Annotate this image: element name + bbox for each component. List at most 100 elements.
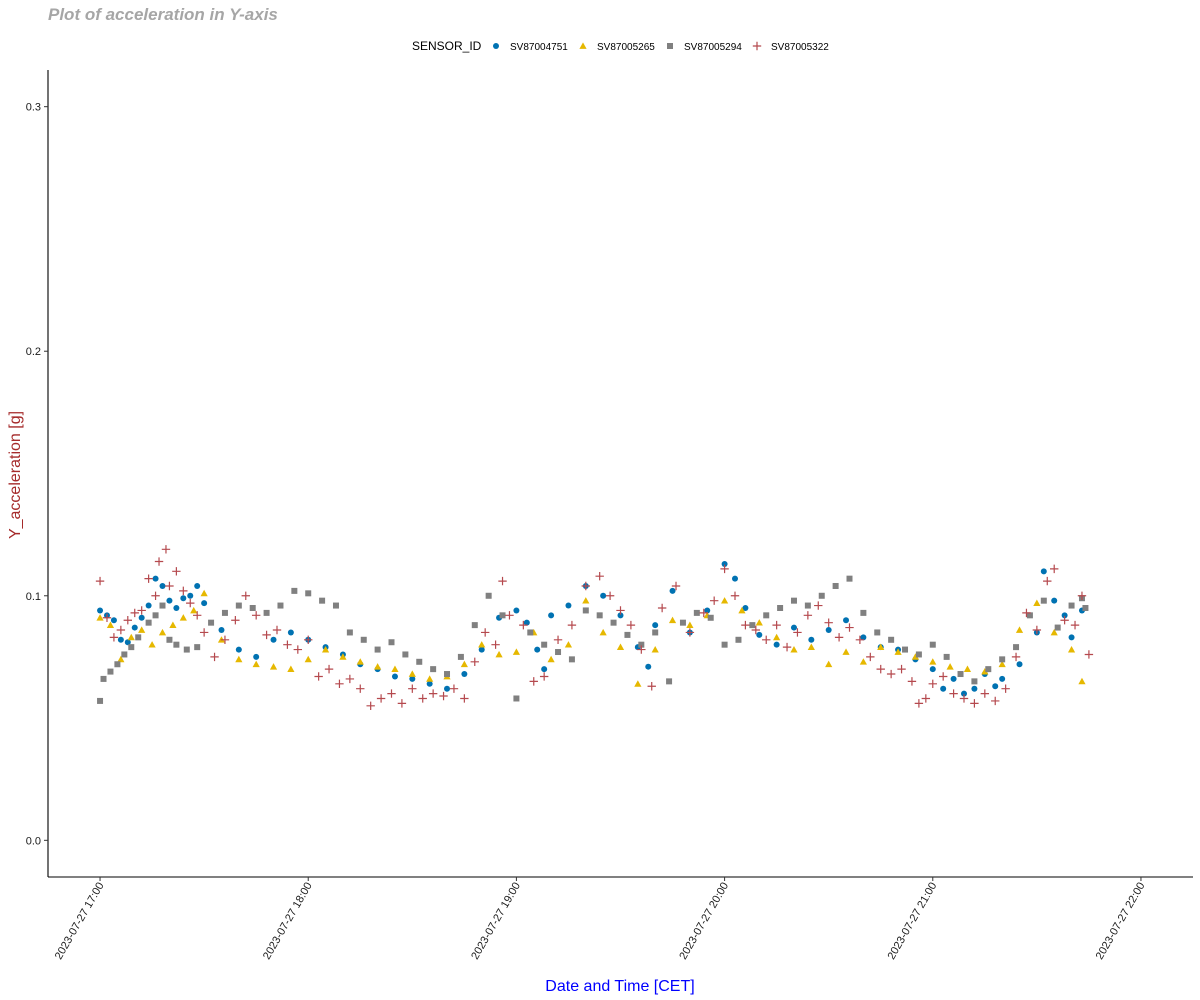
data-point bbox=[439, 691, 448, 701]
data-point bbox=[138, 614, 145, 621]
data-point bbox=[616, 606, 625, 615]
data-point bbox=[116, 625, 126, 635]
data-point bbox=[568, 656, 575, 663]
data-point bbox=[444, 671, 451, 678]
data-point bbox=[158, 628, 167, 636]
data-point bbox=[950, 675, 957, 682]
data-point bbox=[555, 649, 562, 656]
data-point bbox=[929, 641, 936, 648]
data-point bbox=[914, 699, 924, 708]
data-point bbox=[148, 641, 156, 648]
data-point bbox=[319, 597, 326, 604]
data-point bbox=[137, 606, 146, 615]
series-SV87005294 bbox=[97, 575, 1089, 704]
data-point bbox=[638, 641, 645, 648]
data-point bbox=[397, 699, 407, 708]
data-point bbox=[491, 640, 500, 649]
data-point bbox=[231, 616, 240, 625]
data-point bbox=[751, 625, 761, 635]
data-point bbox=[135, 634, 142, 641]
data-point bbox=[940, 685, 947, 692]
data-point bbox=[346, 629, 353, 636]
data-point bbox=[131, 624, 138, 631]
series-SV87005322 bbox=[95, 545, 1094, 711]
data-point bbox=[262, 630, 271, 640]
legend-key bbox=[493, 43, 499, 49]
data-point bbox=[505, 611, 514, 620]
data-point bbox=[324, 664, 334, 674]
data-point bbox=[190, 606, 198, 614]
data-point bbox=[444, 685, 451, 692]
data-point bbox=[287, 665, 295, 673]
data-point bbox=[634, 680, 642, 687]
data-point bbox=[998, 660, 1006, 668]
legend: SENSOR_ID SV87004751 SV87005265 SV87005294… bbox=[412, 39, 829, 53]
data-point bbox=[478, 646, 485, 653]
data-point bbox=[582, 597, 590, 604]
data-point bbox=[773, 633, 781, 641]
data-point bbox=[637, 645, 646, 654]
data-point bbox=[1067, 645, 1076, 653]
data-point bbox=[152, 575, 159, 582]
data-point bbox=[832, 582, 839, 589]
data-point bbox=[304, 635, 313, 644]
data-point bbox=[730, 591, 740, 600]
data-point bbox=[921, 694, 931, 703]
data-point bbox=[291, 587, 298, 594]
data-point bbox=[825, 660, 833, 668]
data-point bbox=[808, 636, 815, 643]
legend-label: SV87005322 bbox=[771, 42, 829, 53]
legend-item: SV87005265 bbox=[579, 42, 655, 53]
data-point bbox=[818, 592, 825, 599]
data-point bbox=[541, 641, 548, 648]
data-point bbox=[408, 670, 416, 677]
data-point bbox=[985, 666, 992, 673]
data-point bbox=[272, 625, 282, 635]
data-point bbox=[145, 619, 152, 626]
data-point bbox=[166, 636, 173, 643]
data-point bbox=[345, 674, 355, 684]
data-point bbox=[657, 603, 667, 613]
legend-title: SENSOR_ID bbox=[412, 39, 482, 53]
data-point bbox=[1032, 625, 1042, 635]
data-point bbox=[1082, 605, 1089, 611]
data-point bbox=[992, 683, 999, 690]
data-point bbox=[707, 614, 714, 621]
legend-item: SV87005294 bbox=[667, 42, 742, 53]
data-point bbox=[1022, 608, 1031, 618]
data-point bbox=[221, 609, 228, 616]
data-point bbox=[1051, 597, 1058, 604]
data-point bbox=[117, 636, 124, 643]
x-tick-label: 2023-07-27 19:00 bbox=[469, 881, 523, 962]
data-point bbox=[374, 663, 382, 670]
data-point bbox=[793, 628, 802, 637]
data-point bbox=[159, 582, 166, 589]
data-point bbox=[235, 646, 242, 653]
data-point bbox=[523, 619, 530, 626]
data-point bbox=[565, 602, 572, 609]
data-point bbox=[666, 678, 673, 685]
data-point bbox=[669, 587, 676, 594]
y-tick-label: 0.0 bbox=[26, 835, 41, 847]
data-point bbox=[548, 612, 555, 619]
data-point bbox=[553, 635, 563, 644]
data-point bbox=[154, 557, 164, 566]
data-point bbox=[735, 636, 742, 643]
data-point bbox=[457, 653, 464, 660]
data-point bbox=[169, 621, 177, 628]
data-point bbox=[961, 690, 967, 697]
data-point bbox=[877, 643, 885, 651]
legend-item: SV87004751 bbox=[493, 42, 568, 53]
data-point bbox=[121, 651, 128, 658]
legend-key bbox=[752, 41, 762, 51]
data-point bbox=[152, 612, 159, 619]
data-point bbox=[339, 653, 347, 660]
data-point bbox=[249, 605, 256, 611]
data-point bbox=[943, 653, 950, 660]
data-point bbox=[376, 694, 386, 703]
data-point bbox=[876, 664, 885, 674]
data-point bbox=[999, 675, 1006, 682]
data-point bbox=[127, 633, 135, 641]
data-point bbox=[374, 646, 381, 653]
